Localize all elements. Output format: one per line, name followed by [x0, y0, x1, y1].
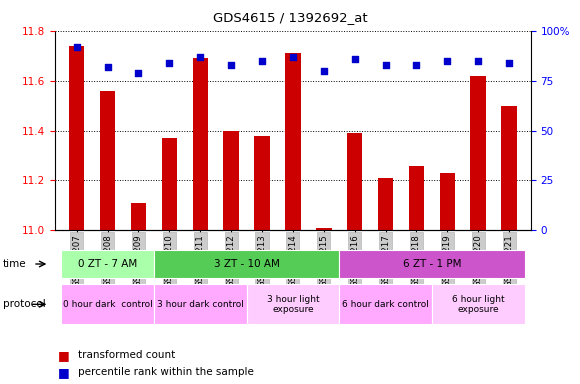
Bar: [316, 228, 332, 230]
Bar: [69, 46, 85, 230]
Text: transformed count: transformed count: [78, 350, 176, 360]
Point: [505, 60, 514, 66]
Text: 3 hour dark control: 3 hour dark control: [157, 300, 244, 309]
Text: 6 ZT - 1 PM: 6 ZT - 1 PM: [403, 259, 461, 269]
Text: protocol: protocol: [3, 299, 46, 310]
Bar: [409, 166, 424, 230]
Point: [319, 68, 328, 74]
Bar: [440, 173, 455, 230]
Point: [473, 58, 483, 64]
Bar: [501, 106, 517, 230]
Point: [134, 70, 143, 76]
Bar: [470, 76, 486, 230]
Bar: [378, 178, 393, 230]
Bar: [254, 136, 270, 230]
Point: [195, 54, 205, 60]
Bar: [223, 131, 239, 230]
Bar: [347, 133, 362, 230]
Text: ■: ■: [58, 366, 70, 379]
Point: [72, 44, 81, 50]
Point: [412, 61, 421, 68]
Text: percentile rank within the sample: percentile rank within the sample: [78, 367, 254, 377]
Bar: [285, 53, 300, 230]
Bar: [193, 58, 208, 230]
Text: GDS4615 / 1392692_at: GDS4615 / 1392692_at: [213, 12, 367, 25]
Point: [381, 61, 390, 68]
Bar: [100, 91, 115, 230]
Text: 3 hour light
exposure: 3 hour light exposure: [267, 295, 319, 314]
Bar: [162, 138, 177, 230]
Point: [288, 54, 298, 60]
Text: 0 ZT - 7 AM: 0 ZT - 7 AM: [78, 259, 137, 269]
Text: time: time: [3, 259, 27, 269]
Point: [103, 64, 113, 70]
Text: 0 hour dark  control: 0 hour dark control: [63, 300, 153, 309]
Point: [350, 56, 359, 62]
Text: ■: ■: [58, 349, 70, 362]
Text: 6 hour light
exposure: 6 hour light exposure: [452, 295, 505, 314]
Text: 6 hour dark control: 6 hour dark control: [342, 300, 429, 309]
Text: 3 ZT - 10 AM: 3 ZT - 10 AM: [213, 259, 280, 269]
Point: [165, 60, 174, 66]
Point: [443, 58, 452, 64]
Point: [258, 58, 267, 64]
Bar: [130, 203, 146, 230]
Point: [227, 61, 236, 68]
